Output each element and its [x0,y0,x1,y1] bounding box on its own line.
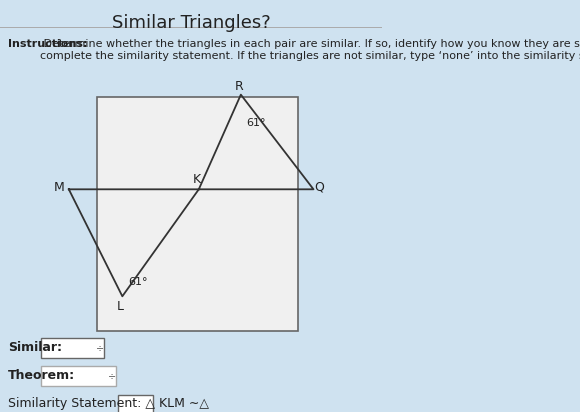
Text: Q: Q [314,181,324,194]
Text: 61°: 61° [246,119,266,129]
Text: Determine whether the triangles in each pair are similar. If so, identify how yo: Determine whether the triangles in each … [40,39,580,61]
Text: Similar:: Similar: [8,341,61,354]
Text: Similar Triangles?: Similar Triangles? [112,14,270,33]
Text: Instructions:: Instructions: [8,39,87,49]
FancyBboxPatch shape [41,338,104,358]
Text: ÷: ÷ [107,371,115,381]
Text: L: L [117,300,124,313]
Text: M: M [54,181,64,194]
Text: Theorem:: Theorem: [8,369,75,382]
FancyBboxPatch shape [118,395,153,412]
FancyBboxPatch shape [41,366,116,386]
Text: K: K [193,173,201,185]
Text: ÷: ÷ [96,343,104,353]
Text: Similarity Statement: △ KLM ∼△: Similarity Statement: △ KLM ∼△ [8,397,209,410]
Text: R: R [234,80,244,93]
FancyBboxPatch shape [97,97,298,331]
Text: 61°: 61° [128,277,147,287]
